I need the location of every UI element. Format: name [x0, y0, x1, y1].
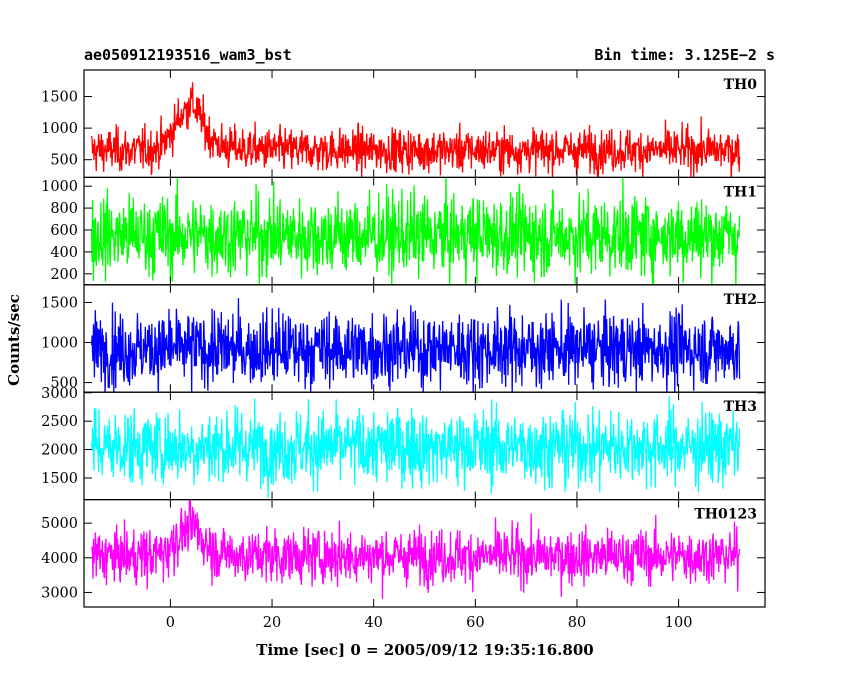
series-line-th0 [90, 82, 741, 178]
y-tick-label: 3000 [41, 585, 78, 601]
x-tick-label: 60 [466, 615, 484, 631]
x-tick-label: 80 [568, 615, 586, 631]
y-tick-label: 5000 [41, 516, 78, 532]
y-tick-label: 800 [50, 201, 78, 217]
y-tick-label: 1500 [41, 295, 78, 311]
y-tick-label: 2000 [41, 443, 78, 459]
panel-th3: 1500 2000 2500 3000 TH3 [41, 386, 766, 501]
y-tick-label: 400 [50, 245, 78, 261]
y-tick-label: 2500 [41, 414, 78, 430]
panel-th0123: 3000 4000 5000 TH0123 [41, 499, 766, 608]
panel-th2: 500 1000 1500 TH2 [41, 284, 766, 393]
x-tick-label: 40 [364, 615, 382, 631]
series-line-th1 [90, 177, 741, 285]
y-tick-label: 1000 [41, 121, 78, 137]
panel-frame [83, 499, 766, 608]
chart-title-left: ae050912193516_wam3_bst [84, 46, 292, 64]
x-tick-label: 0 [166, 615, 175, 631]
chart-title-right: Bin time: 3.125E−2 s [594, 46, 775, 64]
panel-th0: 500 1000 1500 TH0 [41, 69, 766, 179]
y-tick-label: 1500 [41, 471, 78, 487]
panel-th1: 200 400 600 800 1000 TH1 [41, 176, 766, 286]
panel-label-th2: TH2 [724, 292, 757, 308]
series-line-th0123 [91, 499, 741, 599]
y-tick-label: 4000 [41, 551, 78, 567]
series-line-th3 [90, 395, 741, 498]
x-tick-label: 20 [263, 615, 281, 631]
x-tick-label: 100 [665, 615, 693, 631]
y-tick-label: 1000 [41, 336, 78, 352]
y-tick-label: 1500 [41, 90, 78, 106]
y-tick-label: 1000 [41, 179, 78, 195]
panel-label-th0123: TH0123 [694, 507, 757, 523]
x-axis-label: Time [sec] 0 = 2005/09/12 19:35:16.800 [256, 641, 593, 659]
y-axis-label: Counts/sec [5, 294, 23, 386]
y-tick-label: 3000 [41, 386, 78, 402]
panel-label-th1: TH1 [724, 184, 757, 200]
y-tick-label: 500 [50, 376, 78, 392]
y-tick-label: 600 [50, 223, 78, 239]
panels-group: 500 1000 1500 TH0 200 400 600 800 1000 TH1 500 1000… [41, 69, 766, 608]
x-axis: 0 20 40 60 80 100 [166, 615, 693, 631]
panel-label-th3: TH3 [724, 399, 757, 415]
y-tick-label: 500 [50, 153, 78, 169]
y-tick-label: 200 [50, 267, 78, 283]
panel-label-th0: TH0 [724, 77, 758, 93]
series-line-th2 [90, 298, 741, 393]
